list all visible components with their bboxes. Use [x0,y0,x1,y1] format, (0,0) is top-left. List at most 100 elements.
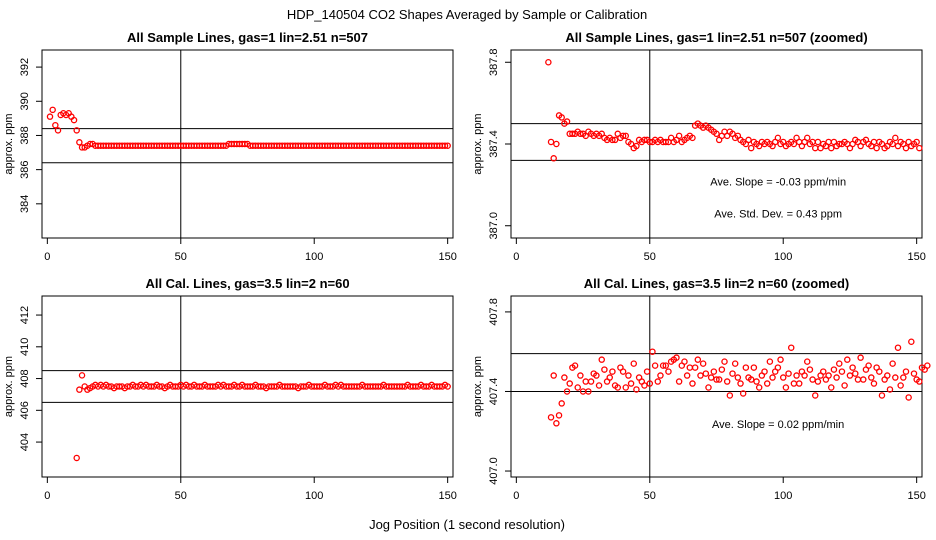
data-point [924,362,931,369]
data-point [73,454,80,462]
data-point [619,132,627,140]
y-axis-label: approx. ppm [472,113,484,174]
data-point [830,366,838,373]
data-point [910,370,918,377]
data-point [611,136,619,144]
data-point [811,144,819,152]
data-point [870,380,878,387]
data-point [876,368,883,375]
x-tick-label: 100 [305,490,323,502]
data-point [555,412,563,419]
data-point [689,380,696,387]
x-tick-label: 0 [513,490,519,502]
data-point [892,134,899,142]
panel-annotation: Ave. Std. Dev. = 0.43 ppm [714,208,842,220]
x-tick-label: 50 [644,251,656,263]
data-point [614,384,622,391]
data-point [803,134,811,142]
data-point [571,362,579,369]
x-tick-label: 0 [44,490,50,502]
data-point [731,360,739,367]
data-point [593,372,600,379]
data-point [828,384,835,391]
y-tick-label: 407.4 [488,378,500,406]
data-point [745,136,752,144]
data-point [897,382,904,389]
data-point [766,358,774,365]
data-point [852,370,859,377]
data-point [833,374,840,381]
data-point [763,380,771,387]
data-point [892,374,899,381]
data-point [550,155,557,162]
x-tick-label: 50 [644,490,656,502]
data-point [622,384,630,391]
data-point [651,362,659,369]
data-point [713,130,720,138]
data-point [630,360,638,367]
data-point [787,344,795,351]
panel-title: All Sample Lines, gas=1 lin=2.51 n=507 [127,30,368,45]
data-point [916,144,923,152]
data-point [598,356,605,363]
data-point [844,356,851,363]
data-point [761,368,768,375]
data-point [806,366,814,373]
y-tick-label: 388 [19,126,31,144]
data-point [715,376,723,383]
data-point [828,144,835,152]
data-point [609,368,616,375]
data-point [886,386,894,393]
y-axis-label: approx. ppm [3,113,15,174]
data-point [641,136,648,144]
data-point [641,382,648,389]
data-point [675,378,683,385]
data-point [889,360,896,367]
data-point [811,392,819,399]
data-point [657,372,664,379]
data-point [710,368,718,375]
chart-panel-3: All Cal. Lines, gas=3.5 lin=2 n=60 0 50 100… [3,276,457,502]
plot-frame [41,295,454,478]
data-point [659,362,667,369]
data-point [76,139,83,146]
data-point [884,372,891,379]
data-point [694,356,702,363]
data-point [737,380,744,387]
data-point [790,140,798,148]
data-point [633,142,640,150]
y-tick-label: 392 [19,58,31,76]
data-point [814,378,822,385]
y-tick-label: 387.8 [488,48,500,76]
data-point [646,138,654,146]
data-point [673,354,680,361]
data-point [547,138,555,146]
data-point [860,376,867,383]
y-tick-label: 407.8 [488,298,500,326]
data-point [601,366,608,373]
data-point [52,121,59,129]
data-point [726,392,734,399]
data-point [774,364,782,371]
data-point [675,132,683,140]
data-point [553,420,560,427]
data-point [558,114,565,121]
data-point [734,374,742,381]
data-point [902,144,910,152]
data-point [574,384,581,391]
data-point [595,382,603,389]
data-point [585,388,592,395]
data-point [868,374,875,381]
data-point [790,380,798,387]
panel-annotation: Ave. Slope = 0.02 ppm/min [712,419,844,431]
data-point [553,140,560,148]
data-point [814,138,822,146]
data-point [633,386,640,393]
data-point [558,400,565,407]
data-point [753,378,760,385]
data-point [916,378,923,385]
data-point [785,370,792,377]
data-point [582,378,589,385]
data-point [894,344,902,351]
data-point [76,386,83,393]
